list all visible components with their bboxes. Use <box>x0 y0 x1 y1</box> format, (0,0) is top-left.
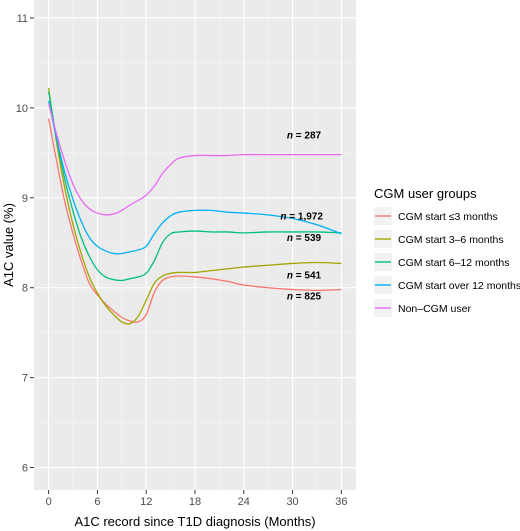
legend-label-0: CGM start ≤3 months <box>398 211 498 223</box>
n-label-n: n <box>287 271 293 282</box>
n-label-n: n <box>280 211 286 222</box>
series-line-4 <box>48 103 342 216</box>
x-tick-label: 30 <box>286 496 298 508</box>
x-tick-label: 24 <box>238 496 250 508</box>
n-label-2: n = 539 <box>287 233 322 244</box>
n-label-n: n <box>287 233 293 244</box>
n-label-count: = 541 <box>293 271 322 282</box>
series-lines <box>47 88 342 325</box>
n-label-1: n = 541 <box>287 271 322 282</box>
n-label-count: = 1,972 <box>286 211 323 222</box>
series-line-1 <box>47 88 342 325</box>
x-tick-label: 12 <box>140 496 152 508</box>
legend: CGM user groups CGM start ≤3 months CGM s… <box>374 186 520 317</box>
legend-title: CGM user groups <box>374 186 477 201</box>
y-axis-title: A1C value (%) <box>1 203 16 287</box>
n-label-count: = 825 <box>293 291 322 302</box>
y-tick-label: 8 <box>22 283 28 295</box>
n-label-n: n <box>287 130 293 141</box>
x-axis-title: A1C record since T1D diagnosis (Months) <box>74 514 315 529</box>
series-line-0 <box>48 118 342 323</box>
x-tick-label: 36 <box>335 496 347 508</box>
grid-major <box>34 0 356 490</box>
y-tick-label: 10 <box>16 103 28 115</box>
x-tick-label: 6 <box>94 496 100 508</box>
n-label-0: n = 825 <box>287 291 322 302</box>
legend-label-1: CGM start 3–6 months <box>398 234 504 246</box>
y-axis: 6 7 8 9 10 11 <box>16 13 34 475</box>
legend-label-4: Non–CGM user <box>398 303 471 315</box>
x-tick-label: 18 <box>189 496 201 508</box>
y-tick-label: 11 <box>17 13 28 25</box>
series-line-2 <box>47 91 342 282</box>
n-label-n: n <box>287 291 293 302</box>
n-label-4: n = 287 <box>287 130 322 141</box>
y-tick-label: 9 <box>22 193 28 205</box>
x-axis: 0 6 12 18 24 30 36 <box>46 490 347 508</box>
x-tick-label: 0 <box>46 496 52 508</box>
n-label-3: n = 1,972 <box>280 211 323 222</box>
n-label-count: = 287 <box>293 130 322 141</box>
legend-label-3: CGM start over 12 months <box>398 280 520 292</box>
y-tick-label: 6 <box>22 463 28 475</box>
legend-label-2: CGM start 6–12 months <box>398 257 509 269</box>
series-line-3 <box>48 100 342 255</box>
n-label-count: = 539 <box>293 233 322 244</box>
y-tick-label: 7 <box>22 373 28 385</box>
